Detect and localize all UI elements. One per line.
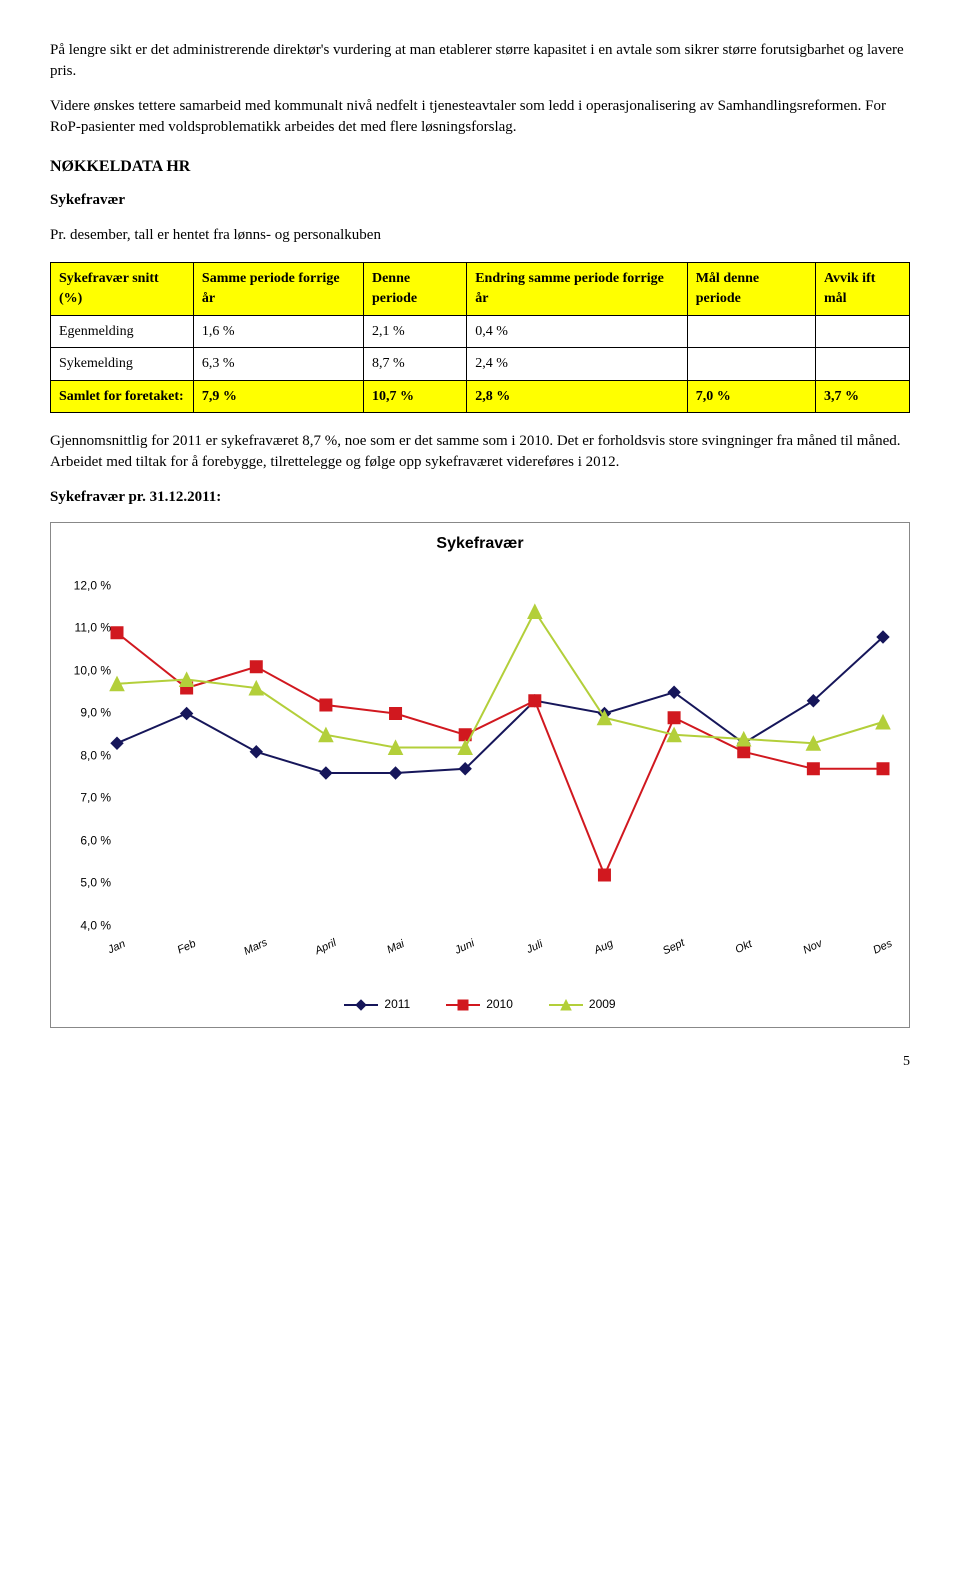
cell: 10,7 % bbox=[363, 380, 466, 413]
chart-plot-area: 4,0 %5,0 %6,0 %7,0 %8,0 %9,0 %10,0 %11,0… bbox=[117, 586, 883, 926]
chart-ytick: 9,0 % bbox=[65, 705, 111, 722]
col-header: Endring samme periode forrige år bbox=[467, 263, 688, 315]
chart-ytick: 8,0 % bbox=[65, 747, 111, 764]
chart-xtick: Mai bbox=[384, 937, 407, 958]
chart-ytick: 5,0 % bbox=[65, 875, 111, 892]
paragraph-3: Pr. desember, tall er hentet fra lønns- … bbox=[50, 225, 910, 246]
chart-xtick: Jan bbox=[106, 937, 129, 958]
chart-xtick: Aug bbox=[592, 937, 616, 959]
chart-xtick: April bbox=[313, 936, 339, 959]
table-row: Egenmelding 1,6 % 2,1 % 0,4 % bbox=[51, 315, 910, 348]
paragraph-1: På lengre sikt er det administrerende di… bbox=[50, 40, 910, 82]
chart-legend: 2011 2010 2009 bbox=[67, 996, 893, 1013]
chart-xtick: Feb bbox=[175, 937, 199, 959]
chart-ytick: 6,0 % bbox=[65, 832, 111, 849]
col-header: Sykefravær snitt (%) bbox=[51, 263, 194, 315]
cell: Samlet for foretaket: bbox=[51, 380, 194, 413]
chart-ytick: 10,0 % bbox=[65, 662, 111, 679]
col-header: Denne periode bbox=[363, 263, 466, 315]
chart-ytick: 11,0 % bbox=[65, 620, 111, 637]
cell bbox=[687, 348, 815, 381]
col-header: Mål denne periode bbox=[687, 263, 815, 315]
col-header: Avvik ift mål bbox=[815, 263, 909, 315]
table-header-row: Sykefravær snitt (%) Samme periode forri… bbox=[51, 263, 910, 315]
chart-xtick: Sept bbox=[661, 936, 688, 960]
heading-sykefravaer: Sykefravær bbox=[50, 190, 910, 211]
chart-ytick: 12,0 % bbox=[65, 577, 111, 594]
cell: 6,3 % bbox=[193, 348, 363, 381]
chart-xtick: Okt bbox=[733, 937, 755, 958]
chart-xtick: Nov bbox=[801, 937, 825, 959]
cell: 1,6 % bbox=[193, 315, 363, 348]
legend-item: 2010 bbox=[446, 997, 513, 1011]
col-header: Samme periode forrige år bbox=[193, 263, 363, 315]
chart-ytick: 4,0 % bbox=[65, 917, 111, 934]
chart-svg bbox=[117, 586, 883, 926]
heading-nokkeldata: NØKKELDATA HR bbox=[50, 156, 910, 178]
cell: 7,0 % bbox=[687, 380, 815, 413]
chart-ytick: 7,0 % bbox=[65, 790, 111, 807]
legend-item: 2009 bbox=[549, 997, 616, 1011]
cell: 0,4 % bbox=[467, 315, 688, 348]
cell: 2,8 % bbox=[467, 380, 688, 413]
table-sum-row: Samlet for foretaket: 7,9 % 10,7 % 2,8 %… bbox=[51, 380, 910, 413]
sykefravaer-chart: Sykefravær 4,0 %5,0 %6,0 %7,0 %8,0 %9,0 … bbox=[50, 522, 910, 1027]
chart-title: Sykefravær bbox=[67, 533, 893, 555]
cell: 2,1 % bbox=[363, 315, 466, 348]
chart-xtick: Juli bbox=[524, 938, 545, 959]
cell: Sykemelding bbox=[51, 348, 194, 381]
cell bbox=[815, 315, 909, 348]
cell: 7,9 % bbox=[193, 380, 363, 413]
page-number: 5 bbox=[50, 1052, 910, 1072]
cell bbox=[815, 348, 909, 381]
cell: Egenmelding bbox=[51, 315, 194, 348]
table-row: Sykemelding 6,3 % 8,7 % 2,4 % bbox=[51, 348, 910, 381]
cell bbox=[687, 315, 815, 348]
paragraph-2: Videre ønskes tettere samarbeid med komm… bbox=[50, 96, 910, 138]
cell: 3,7 % bbox=[815, 380, 909, 413]
chart-xtick: Des bbox=[871, 937, 895, 959]
chart-xtick: Mars bbox=[242, 936, 271, 960]
heading-chart: Sykefravær pr. 31.12.2011: bbox=[50, 487, 910, 508]
chart-xtick: Juni bbox=[453, 937, 478, 959]
cell: 2,4 % bbox=[467, 348, 688, 381]
legend-item: 2011 bbox=[344, 997, 410, 1011]
paragraph-4: Gjennomsnittlig for 2011 er sykefraværet… bbox=[50, 431, 910, 473]
sykefravaer-table: Sykefravær snitt (%) Samme periode forri… bbox=[50, 262, 910, 413]
cell: 8,7 % bbox=[363, 348, 466, 381]
